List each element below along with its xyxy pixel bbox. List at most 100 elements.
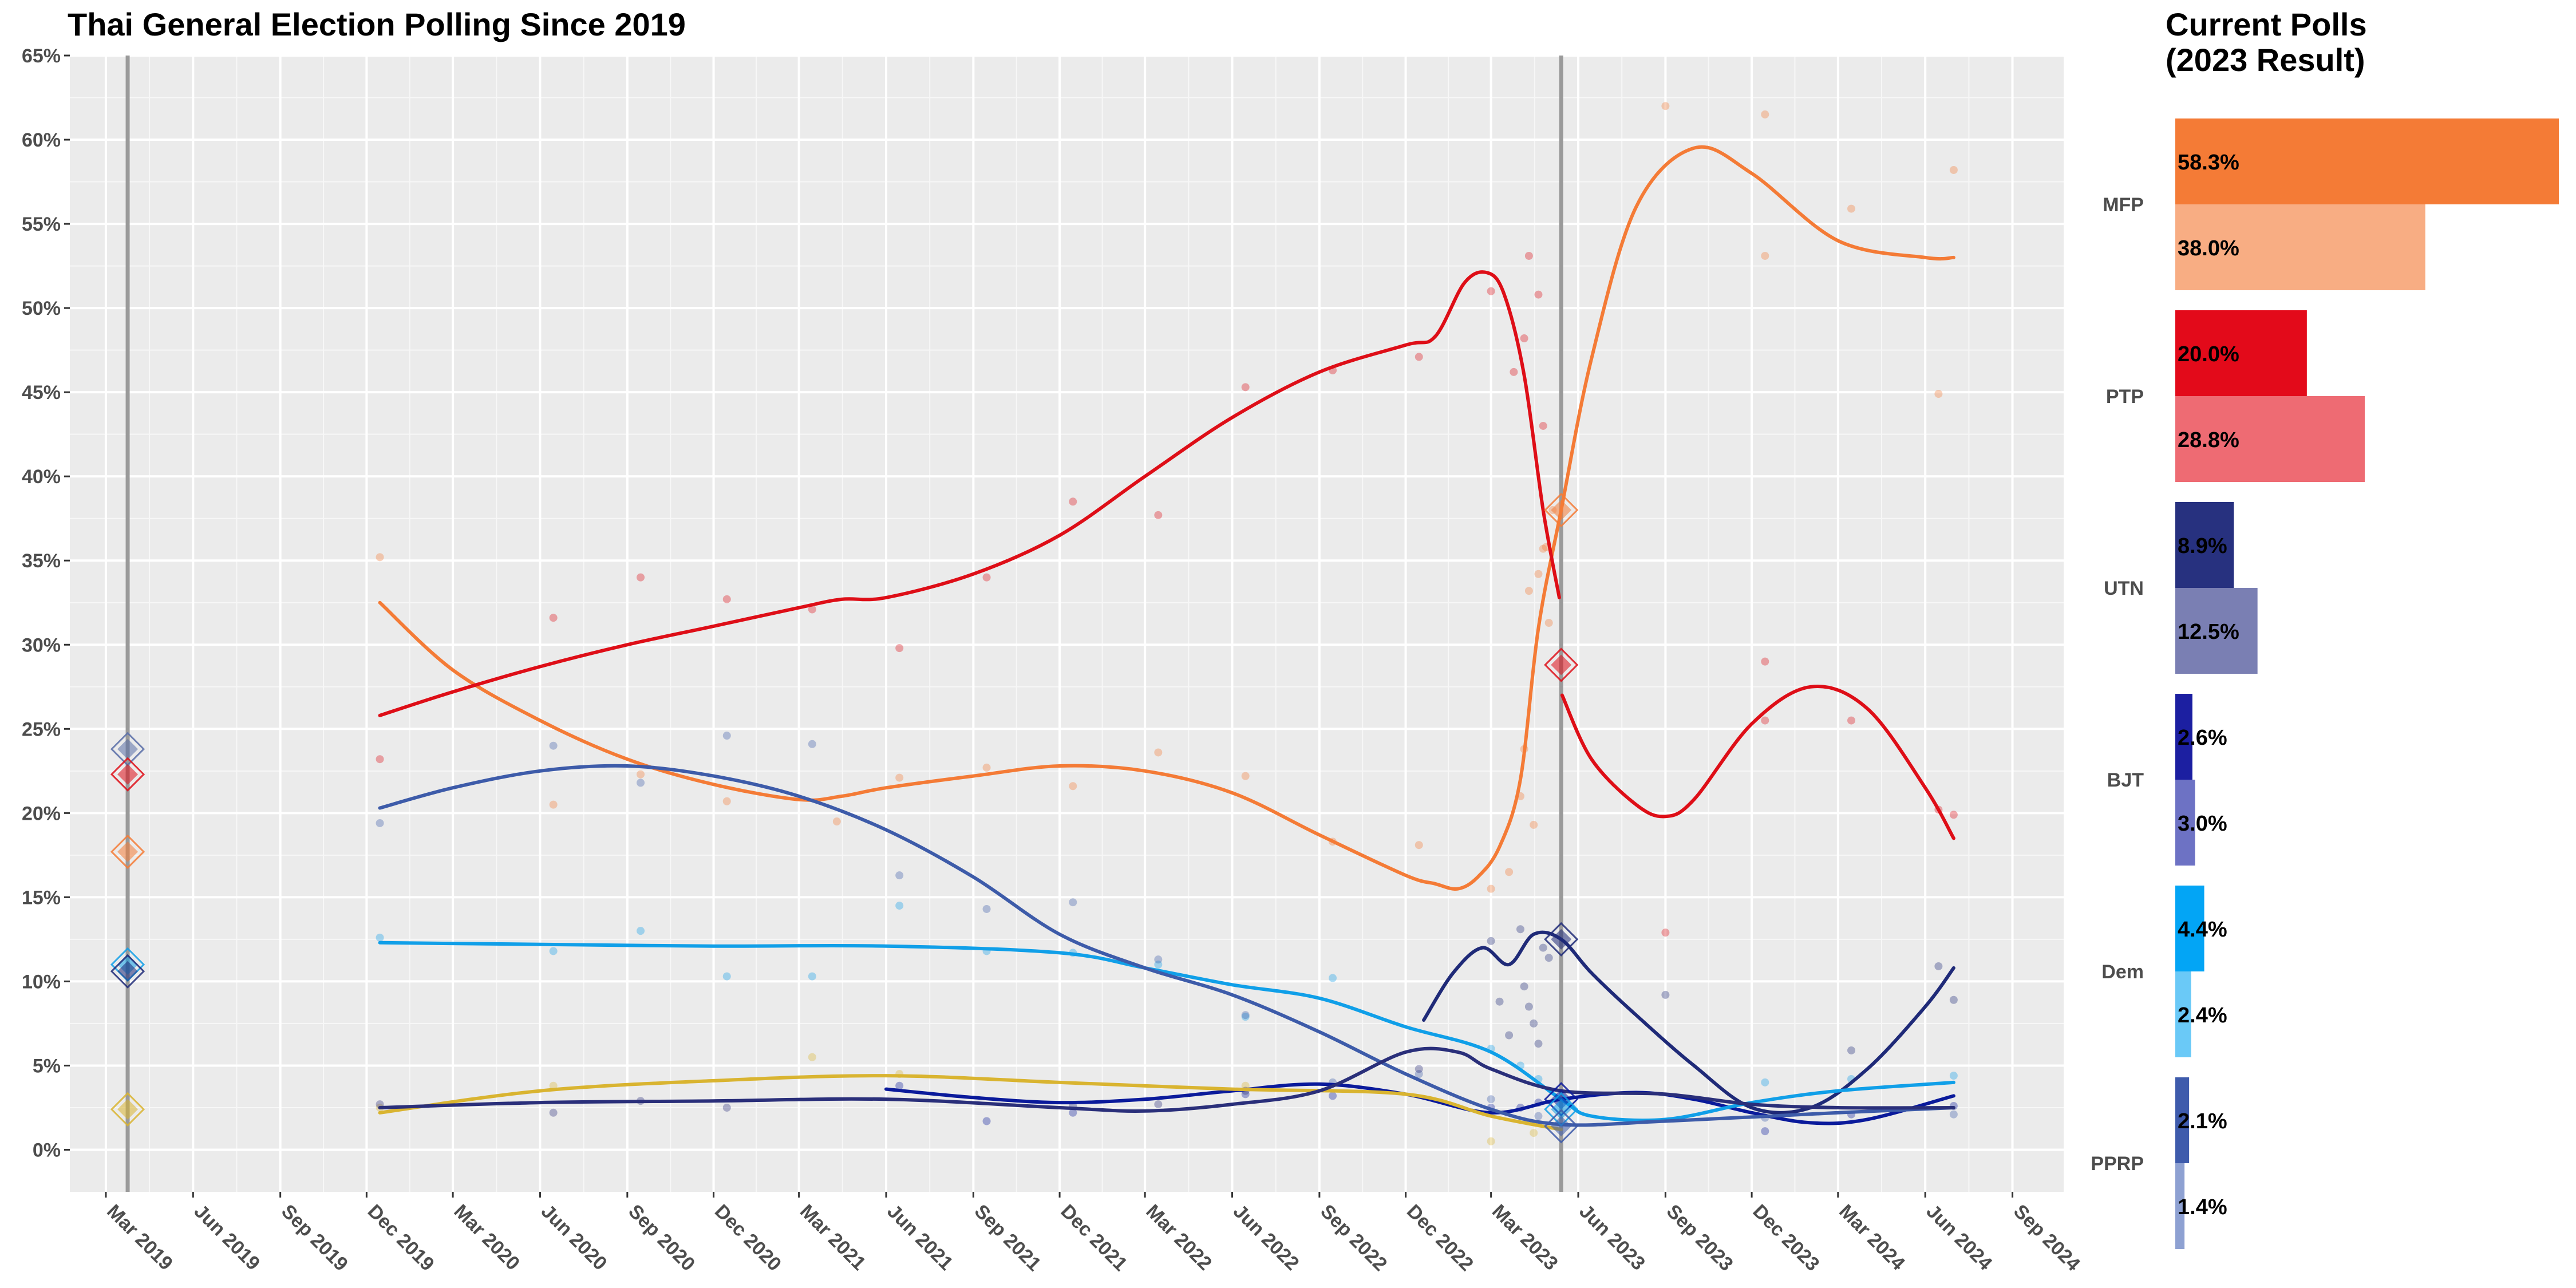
poll-point-pprp [895,871,904,880]
poll-point-dem [1241,1013,1250,1021]
poll-point-dem [1949,1072,1958,1080]
poll-point-mfp [1847,204,1856,213]
polling-line-chart: 0% 5% 10% 15% 20% 25% 30% 35% 40% 45% 50% 55% 60% 65%… [22,45,2084,1275]
trend-line-mfp [378,145,1955,891]
bar-value-label: 2.4% [2178,1003,2227,1028]
poll-point-ptp [1524,251,1533,260]
trend-line-series-6 [378,1074,1563,1132]
poll-point-mfp [832,817,841,826]
poll-point-dem [722,972,731,981]
x-tick-label: Sep 2020 [624,1200,699,1275]
party-label-pprp: PPRP [2091,1153,2144,1175]
poll-point-ptp [1415,353,1423,361]
poll-point-pprp [549,741,558,750]
y-tick-label: 50% [22,298,61,319]
party-label-utn: UTN [2104,578,2144,599]
poll-point-series-6 [1530,1129,1538,1137]
x-tick-label: Dec 2021 [1056,1200,1131,1275]
y-tick-label: 25% [22,718,61,740]
y-tick-label: 60% [22,129,61,151]
result-diamond-outline [110,834,145,870]
poll-point-ptp [1069,497,1077,506]
poll-point-pprp [376,819,384,827]
poll-point-mfp [982,763,991,772]
result-diamond-fill [1551,500,1572,520]
poll-point-bjt [1329,1092,1337,1100]
y-tick-label: 35% [22,550,61,572]
poll-point-utn [1934,962,1943,970]
party-label-bjt: BJT [2107,769,2144,791]
poll-point-series-7 [549,1108,558,1117]
poll-point-utn [1524,1002,1533,1011]
bar-ptp-result [2175,396,2365,482]
x-tick-label: Mar 2024 [1835,1200,1909,1275]
minor-grid [70,56,2064,1192]
poll-point-ptp [1539,421,1547,430]
result-diamond-fill [1551,1116,1572,1137]
poll-point-pprp [1415,1070,1423,1078]
poll-point-mfp [1487,884,1495,893]
x-tick-label: Jun 2022 [1229,1200,1303,1275]
poll-point-pprp [722,732,731,740]
poll-point-ptp [1949,811,1958,819]
election-result-marker [110,757,145,792]
poll-point-mfp [1241,772,1250,780]
poll-point-series-6 [808,1053,816,1061]
poll-point-mfp [549,800,558,809]
result-diamond-outline [1544,1109,1579,1144]
bars: 58.3% 38.0% 20.0% 28.8% 8.9% 12.5% 2.6% 3.0% 4.4… [2175,118,2559,1249]
poll-point-ptp [1761,716,1769,725]
y-tick-label: 40% [22,466,61,488]
result-diamond-fill [117,764,139,785]
y-tick-label: 0% [33,1139,61,1161]
poll-point-mfp [1761,251,1769,260]
party-labels: MFP PTP UTN BJT Dem PPRP [2091,194,2144,1175]
x-tick-label: Dec 2022 [1402,1200,1477,1275]
bar-chart-title-line-1: Current Polls [2166,6,2367,42]
poll-point-dem [808,972,816,981]
x-tick-label: Mar 2022 [1141,1200,1216,1275]
poll-point-ptp [1520,334,1528,343]
result-diamond-fill [117,961,139,982]
poll-point-utn [1661,990,1670,999]
poll-point-ptp [808,605,816,614]
bar-value-label: 58.3% [2178,151,2239,175]
result-diamond-fill [117,738,139,760]
bar-value-label: 1.4% [2178,1195,2227,1219]
bar-value-label: 20.0% [2178,342,2239,366]
poll-point-series-7 [1415,1065,1423,1073]
poll-point-dem [1154,961,1163,969]
poll-point-mfp [895,773,904,782]
poll-point-dem [1329,974,1337,982]
poll-point-mfp [637,770,645,779]
poll-point-mfp [722,797,731,805]
y-tick-label: 15% [22,887,61,908]
bar-value-label: 3.0% [2178,812,2227,836]
y-tick-label: 20% [22,803,61,824]
poll-point-utn [1847,1046,1856,1054]
poll-point-ptp [637,573,645,582]
bar-mfp-result [2175,204,2425,290]
bar-value-label: 8.9% [2178,534,2227,558]
poll-point-ptp [1510,368,1518,376]
bar-dem-current [2175,886,2204,971]
trend-line-dem [378,941,1955,1123]
poll-point-pprp [808,740,816,748]
x-tick-label: Sep 2023 [1662,1200,1737,1275]
y-tick-label: 65% [22,45,61,67]
chart-title: Thai General Election Polling Since 2019 [68,6,686,42]
poll-point-mfp [1539,544,1547,553]
poll-point-ptp [1534,290,1543,299]
poll-point-pprp [1154,955,1163,964]
x-tick-label: Sep 2024 [2009,1200,2084,1275]
trend-line-utn [1422,930,1955,1115]
bar-value-label: 2.6% [2178,726,2227,750]
result-diamond-outline [1544,647,1579,682]
plot-panel [70,56,2064,1192]
poll-point-utn [1534,1040,1543,1048]
bar-chart-title-line-2: (2023 Result) [2166,41,2365,78]
result-diamond-fill [117,1099,139,1120]
poll-point-utn [1539,943,1547,952]
poll-point-ptp [982,573,991,582]
